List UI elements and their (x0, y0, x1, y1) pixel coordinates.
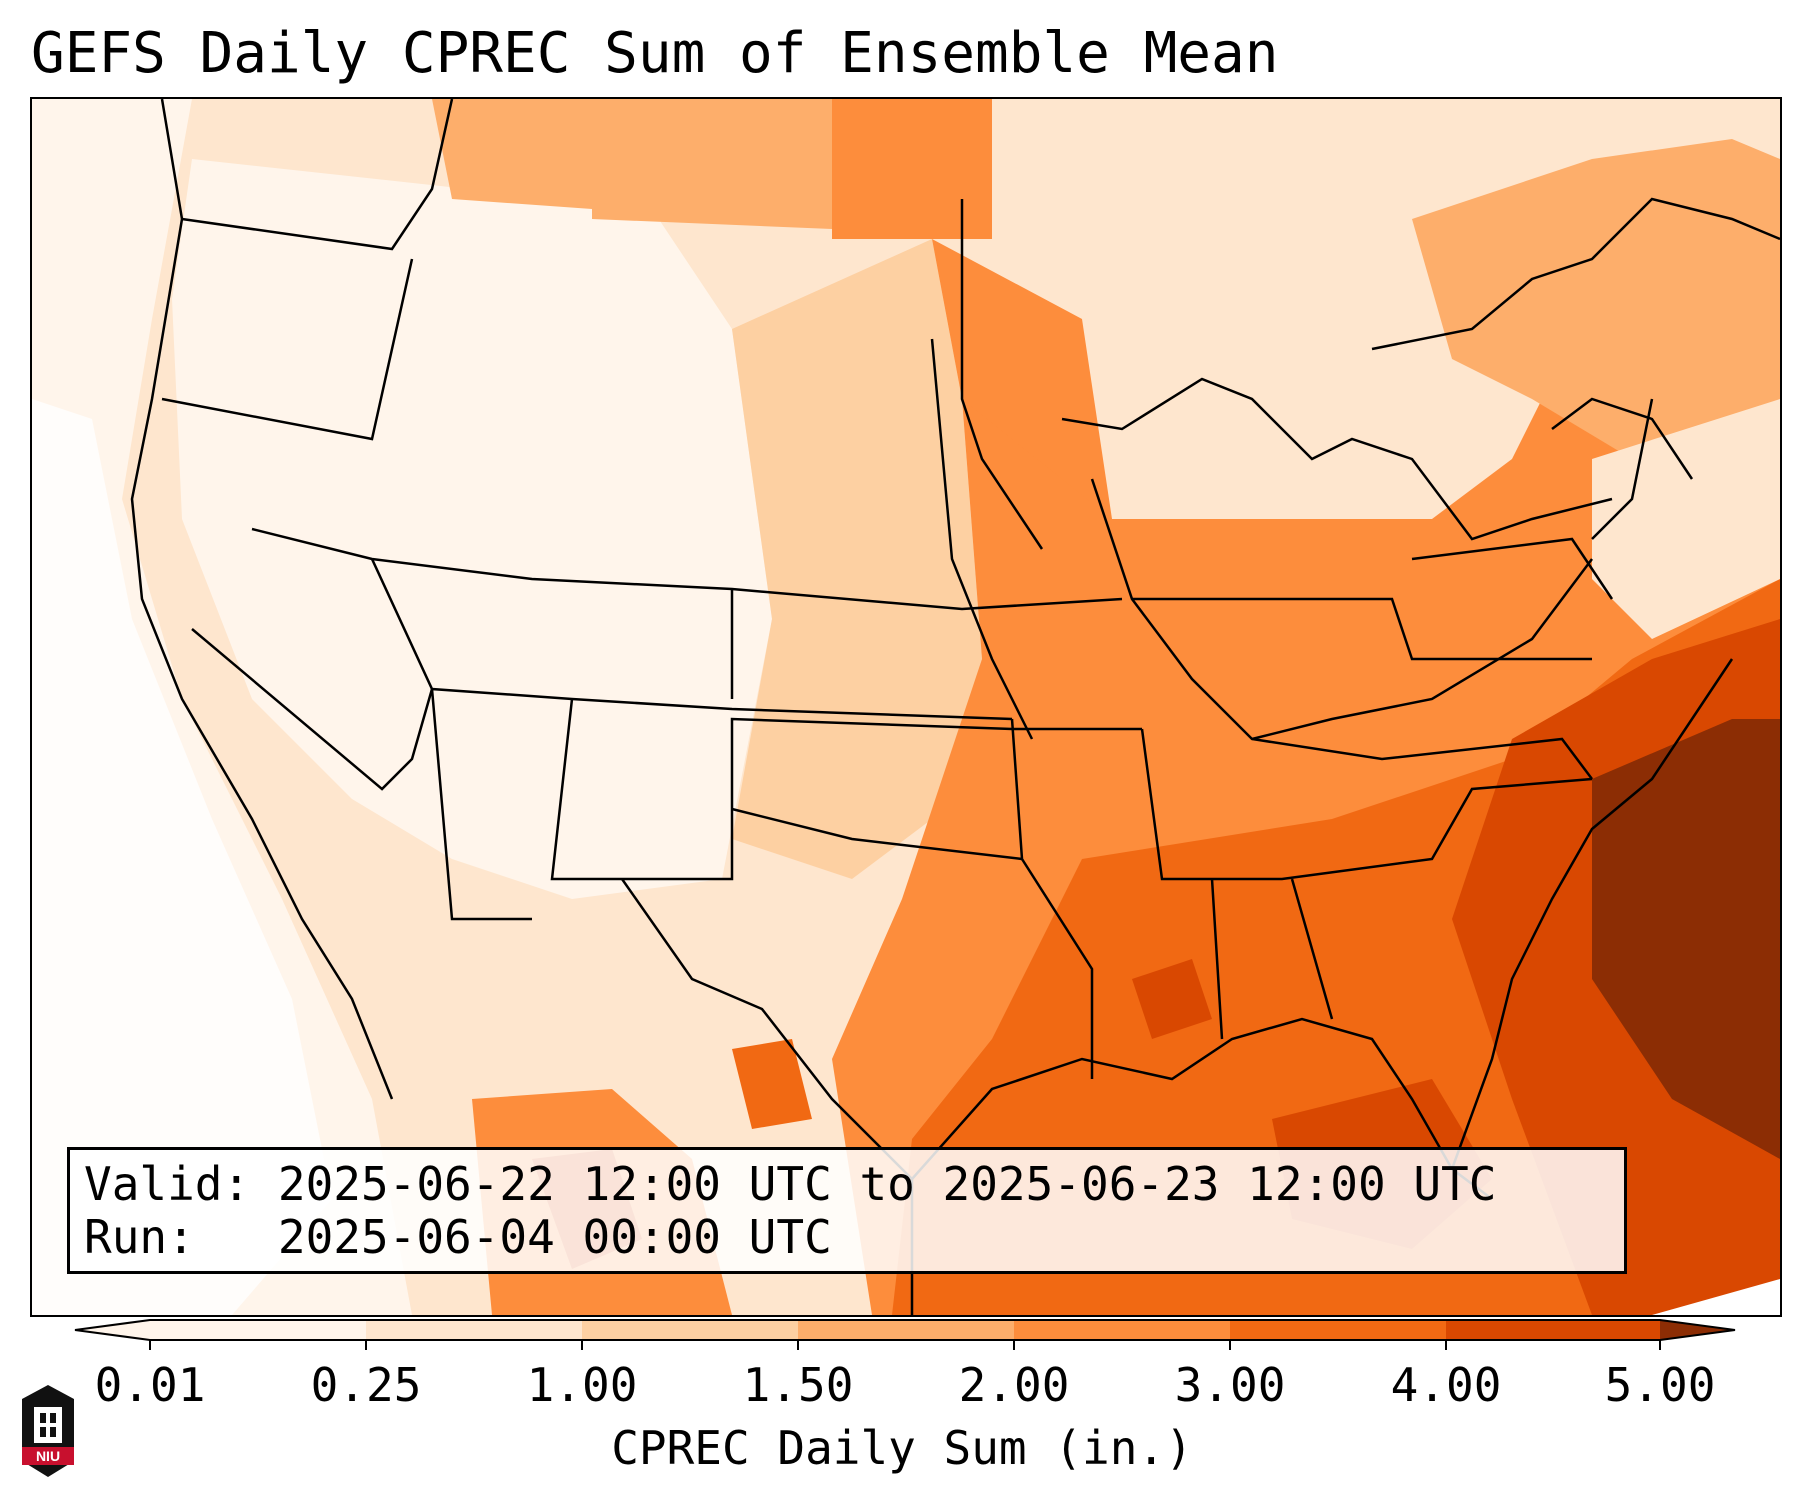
valid-value: 2025-06-22 12:00 UTC to 2025-06-23 12:00… (277, 1157, 1497, 1211)
colorbar-tick-label: 5.00 (1604, 1358, 1716, 1412)
colorbar (74, 1319, 1736, 1350)
colorbar-label: CPREC Daily Sum (in.) (611, 1421, 1193, 1475)
colorbar-tick-label: 2.00 (958, 1358, 1070, 1412)
colorbar-tick-label: 0.01 (94, 1358, 206, 1412)
colorbar-outline (74, 1319, 1736, 1341)
info-box: Valid: 2025-06-22 12:00 UTC to 2025-06-2… (67, 1147, 1627, 1274)
colorbar-tick-label: 3.00 (1174, 1358, 1286, 1412)
colorbar-tick-label: 1.00 (526, 1358, 638, 1412)
precip-map-canvas (32, 99, 1780, 1315)
map-title: GEFS Daily CPREC Sum of Ensemble Mean (31, 21, 1279, 86)
colorbar-segment (582, 1320, 798, 1340)
valid-label: Valid: (84, 1157, 251, 1211)
colorbar-extend-high (1660, 1320, 1735, 1340)
colorbar-segment (1230, 1320, 1446, 1340)
logo-text: NIU (36, 1448, 60, 1464)
colorbar-segment (1446, 1320, 1660, 1340)
state-boundaries (130, 99, 1780, 1315)
colorbar-segment (1014, 1320, 1230, 1340)
logo-tower (34, 1407, 62, 1443)
run-value: 2025-06-04 00:00 UTC (277, 1210, 832, 1264)
precip-shading (32, 99, 1780, 1315)
colorbar-segments (75, 1320, 1735, 1340)
logo-band (22, 1447, 74, 1465)
colorbar-segment (150, 1320, 366, 1340)
colorbar-segment (366, 1320, 582, 1340)
colorbar-ticks (149, 1340, 1661, 1350)
colorbar-tick-label: 4.00 (1390, 1358, 1502, 1412)
niu-logo: NIU (22, 1385, 74, 1477)
colorbar-extend-low (75, 1320, 150, 1340)
colorbar-segment (798, 1320, 1014, 1340)
run-label: Run: (84, 1210, 195, 1264)
colorbar-tick-label: 0.25 (310, 1358, 422, 1412)
precip-map (30, 97, 1782, 1317)
colorbar-tick-label: 1.50 (742, 1358, 854, 1412)
